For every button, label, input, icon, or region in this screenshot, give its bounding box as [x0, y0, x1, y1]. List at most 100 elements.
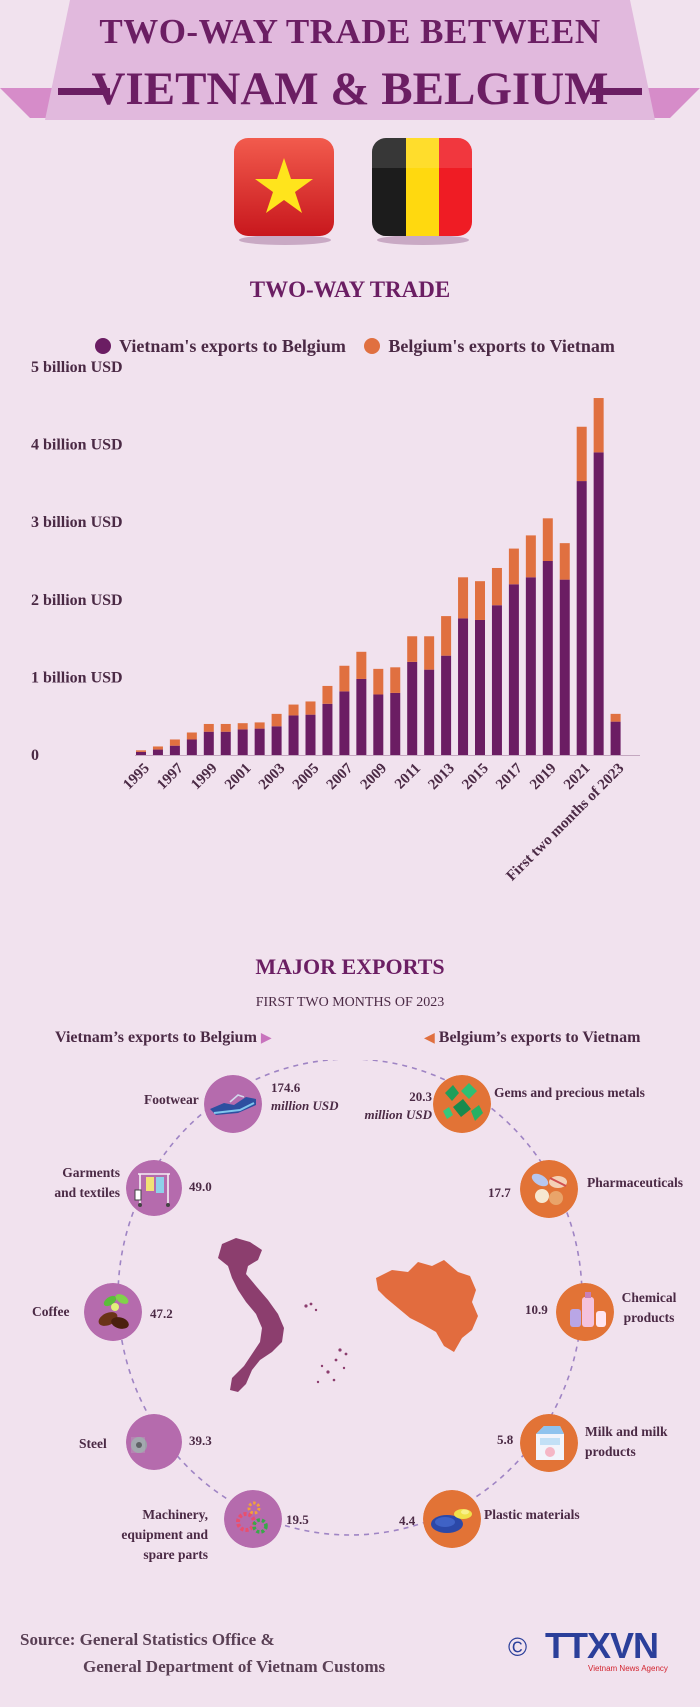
- x-tick-label: 1999: [188, 761, 221, 794]
- export-circle-coffee: [84, 1283, 142, 1341]
- bar-vietnam-2011: [407, 661, 418, 755]
- bar-vietnam-2015: [475, 619, 485, 755]
- belgium-flag-icon: [372, 138, 472, 245]
- legend-swatch-vietnam: [95, 338, 112, 354]
- export-circle-gems: [433, 1075, 491, 1133]
- x-tick-label: 2007: [324, 760, 357, 793]
- bar-belgium-1999: [203, 723, 214, 732]
- export-circle-pharmaceuticals: [520, 1160, 578, 1218]
- bar-vietnam-2016: [491, 605, 502, 755]
- bar-belgium-2014: [458, 577, 469, 619]
- bar-vietnam-2013: [441, 655, 452, 755]
- value-coffee: 47.2: [150, 1306, 173, 1321]
- value-gems: 20.3 million USD: [358, 1088, 432, 1124]
- bar-belgium-2012: [424, 636, 435, 670]
- ttxvn-logo-subtext: Vietnam News Agency: [588, 1664, 668, 1673]
- label-pharmaceuticals: Pharmaceuticals: [587, 1175, 683, 1190]
- value-milk: 5.8: [497, 1432, 514, 1447]
- bar-belgium-2013: [441, 616, 452, 656]
- legend-label-vietnam: Vietnam's exports to Belgium: [119, 336, 346, 356]
- ttxvn-logo: TTXVN: [545, 1625, 659, 1666]
- chemical-bottles-icon: [570, 1292, 606, 1327]
- value-footwear-unit: million USD: [271, 1098, 339, 1113]
- bar-belgium-first-two-months-of-2023: [610, 713, 621, 722]
- label-plastic: Plastic materials: [484, 1507, 580, 1522]
- bar-vietnam-2019: [542, 561, 553, 755]
- bar-vietnam-first-two-months-of-2023: [610, 721, 621, 755]
- source-line-1: Source: General Statistics Office &: [20, 1630, 275, 1649]
- x-tick-label: 2009: [358, 761, 391, 794]
- y-tick-label: 1 billion USD: [31, 669, 123, 686]
- legend-label-belgium: Belgium's exports to Vietnam: [388, 336, 615, 356]
- bar-belgium-2020: [559, 543, 570, 580]
- bar-vietnam-2020: [559, 579, 570, 755]
- belgium-map-icon: [376, 1260, 478, 1352]
- title-line-1: TWO-WAY TRADE BETWEEN: [99, 12, 601, 51]
- x-tick-label: 2017: [493, 760, 526, 793]
- x-tick-label: 2013: [425, 761, 458, 794]
- bar-belgium-2002: [254, 722, 265, 729]
- bar-belgium-2006: [322, 685, 333, 704]
- gems-icon: [443, 1083, 483, 1121]
- y-tick-label: 4 billion USD: [31, 437, 123, 454]
- bar-belgium-2017: [508, 548, 519, 585]
- bar-vietnam-2012: [424, 669, 435, 755]
- value-footwear-number: 174.6: [271, 1080, 301, 1095]
- major-exports-subtitle: FIRST TWO MONTHS OF 2023: [255, 995, 445, 1010]
- bar-belgium-2007: [339, 665, 350, 692]
- y-tick-label: 5 billion USD: [31, 359, 123, 376]
- copyright-icon: ©: [508, 1632, 528, 1662]
- pills-icon: [531, 1173, 567, 1205]
- y-tick-label: 2 billion USD: [31, 592, 123, 609]
- export-circle-garments: [126, 1160, 182, 1216]
- chart-legend: Vietnam's exports to Belgium Belgium's e…: [0, 336, 700, 357]
- value-pharmaceuticals: 17.7: [488, 1185, 511, 1200]
- bar-vietnam-2008: [356, 678, 367, 755]
- value-footwear: 174.6 million USD: [271, 1079, 339, 1115]
- bar-belgium-2022: [593, 398, 604, 453]
- bar-vietnam-2017: [508, 584, 519, 755]
- arrow-left-icon: ◀: [424, 1031, 435, 1046]
- bar-belgium-2016: [491, 567, 502, 606]
- bar-belgium-2021: [576, 426, 587, 482]
- vietnam-flag-icon: [234, 138, 334, 245]
- bar-vietnam-2001: [237, 729, 248, 755]
- x-tick-label: 2005: [290, 761, 323, 794]
- bar-belgium-2018: [525, 535, 536, 578]
- coffee-beans-icon: [98, 1294, 129, 1329]
- bar-vietnam-1998: [186, 739, 197, 755]
- value-chemical: 10.9: [525, 1302, 548, 1317]
- major-exports-title: MAJOR EXPORTS: [255, 954, 445, 979]
- bar-vietnam-2022: [593, 452, 604, 755]
- label-garments: Garments and textiles: [54, 1165, 120, 1200]
- label-footwear: Footwear: [144, 1092, 199, 1107]
- export-circle-milk: [520, 1414, 578, 1472]
- bar-belgium-2008: [356, 651, 367, 679]
- y-tick-label: 3 billion USD: [31, 514, 123, 531]
- bar-belgium-2003: [271, 713, 282, 727]
- bar-vietnam-1996: [152, 749, 163, 755]
- bar-vietnam-2021: [576, 481, 587, 755]
- bar-vietnam-2004: [288, 715, 299, 755]
- x-tick-label: 1997: [154, 760, 187, 793]
- bar-belgium-2000: [220, 723, 231, 732]
- source-line-2: General Department of Vietnam Customs: [83, 1657, 386, 1676]
- vietnam-exports-heading: Vietnam’s exports to Belgium ▶: [55, 1029, 272, 1047]
- belgium-exports-heading-text: Belgium’s exports to Vietnam: [438, 1029, 641, 1046]
- value-gems-number: 20.3: [409, 1089, 432, 1104]
- label-gems: Gems and precious metals: [494, 1085, 645, 1100]
- bar-vietnam-2010: [390, 692, 401, 755]
- trade-bar-chart: 0 1 billion USD 2 billion USD 3 billion USD…: [31, 359, 640, 884]
- belgium-exports-heading: ◀ Belgium’s exports to Vietnam: [424, 1029, 640, 1047]
- x-tick-label: 2015: [459, 761, 492, 794]
- value-garments: 49.0: [189, 1179, 212, 1194]
- bar-vietnam-2007: [339, 691, 350, 755]
- export-circle-machinery: [224, 1490, 282, 1548]
- export-circle-steel: [126, 1414, 182, 1470]
- value-plastic: 4.4: [399, 1513, 416, 1528]
- bar-belgium-2019: [542, 518, 553, 561]
- bar-belgium-1996: [152, 746, 163, 750]
- vietnam-map-icon: [218, 1238, 348, 1392]
- header-banner: [0, 0, 700, 120]
- bar-belgium-2015: [475, 581, 485, 620]
